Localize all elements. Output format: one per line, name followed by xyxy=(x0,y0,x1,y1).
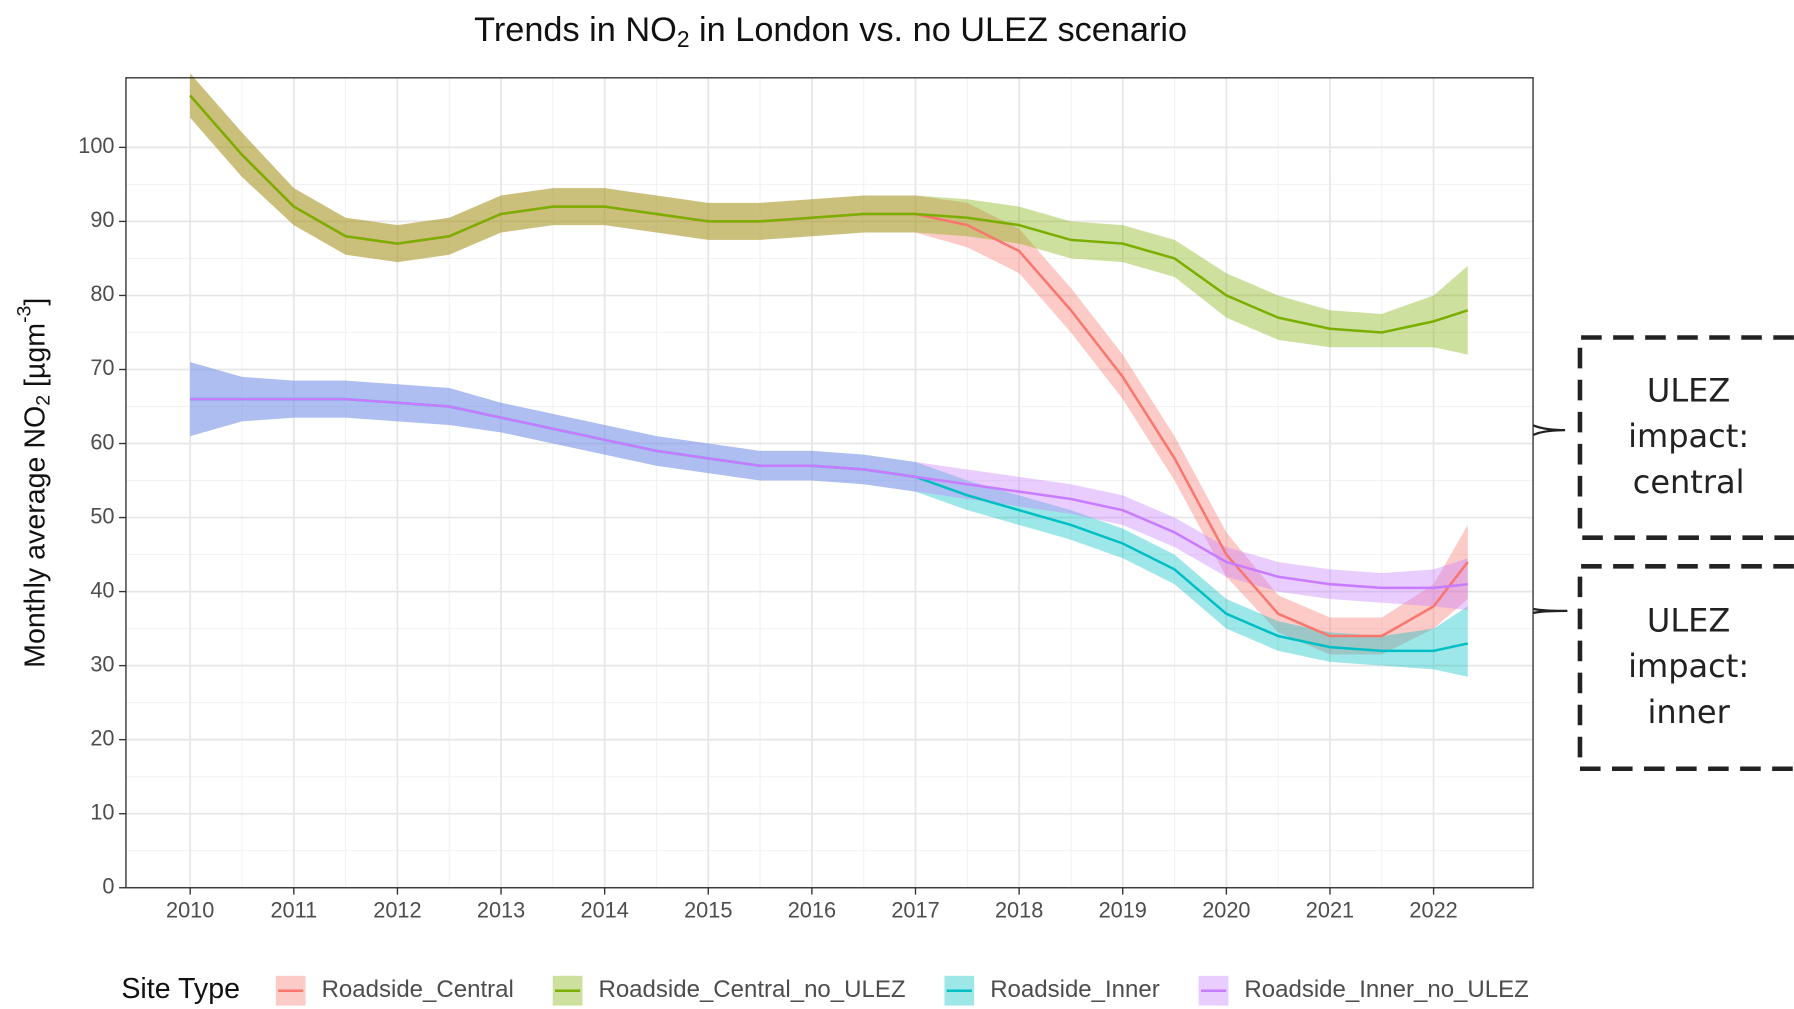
annotation: ULEZ xyxy=(1647,601,1730,639)
x-tick-label: 2019 xyxy=(1099,897,1147,922)
x-tick-label: 2018 xyxy=(995,897,1043,922)
x-tick-label: 2015 xyxy=(684,897,732,922)
x-tick-label: 2012 xyxy=(373,897,421,922)
annotation-box xyxy=(1577,563,1794,772)
legend-label: Roadside_Central xyxy=(322,976,514,1003)
y-tick-label: 90 xyxy=(90,207,114,232)
confidence-band xyxy=(190,73,1468,355)
legend-label: Roadside_Central_no_ULEZ xyxy=(598,976,905,1003)
x-tick-label: 2021 xyxy=(1306,897,1354,922)
annotation-box xyxy=(1577,335,1794,540)
confidence-band xyxy=(190,362,1468,677)
x-tick-label: 2014 xyxy=(580,897,628,922)
x-tick-label: 2017 xyxy=(891,897,939,922)
x-tick-label: 2013 xyxy=(477,897,525,922)
annotation: impact: xyxy=(1628,647,1749,685)
x-tick-label: 2016 xyxy=(788,897,836,922)
confidence-band xyxy=(190,73,1468,655)
y-tick-label: 10 xyxy=(90,799,114,824)
plot-area xyxy=(125,77,1534,889)
y-tick-label: 30 xyxy=(90,651,114,676)
panel xyxy=(125,77,1534,888)
x-tick-label: 2010 xyxy=(166,897,214,922)
line xyxy=(190,397,1468,590)
y-tick-label: 60 xyxy=(90,429,114,454)
x-tick-label: 2011 xyxy=(270,897,317,922)
y-tick-label: 0 xyxy=(102,873,114,898)
annotation: central xyxy=(1633,463,1745,501)
annotation: impact: xyxy=(1628,417,1749,455)
x-tick-label: 2020 xyxy=(1202,897,1250,922)
line xyxy=(189,94,1469,334)
legend-label: Roadside_Inner xyxy=(990,976,1160,1003)
panel-border xyxy=(125,77,1534,889)
chart-title: Trends in NO2 in London vs. no ULEZ scen… xyxy=(474,11,1187,52)
y-tick-label: 70 xyxy=(90,355,114,380)
confidence-band xyxy=(190,362,1468,611)
y-axis-label: Monthly average NO2 [µgm-3] xyxy=(13,298,54,668)
y-tick-label: 20 xyxy=(90,725,114,750)
legend-title: Site Type xyxy=(121,973,240,1005)
y-tick-label: 80 xyxy=(90,281,114,306)
annotation: ULEZ xyxy=(1647,371,1730,409)
y-tick-label: 50 xyxy=(90,503,114,528)
x-tick-label: 2022 xyxy=(1409,897,1457,922)
y-tick-label: 100 xyxy=(78,133,114,158)
y-tick-label: 40 xyxy=(90,577,114,602)
annotation: inner xyxy=(1647,693,1730,731)
legend-label: Roadside_Inner_no_ULEZ xyxy=(1244,976,1528,1003)
